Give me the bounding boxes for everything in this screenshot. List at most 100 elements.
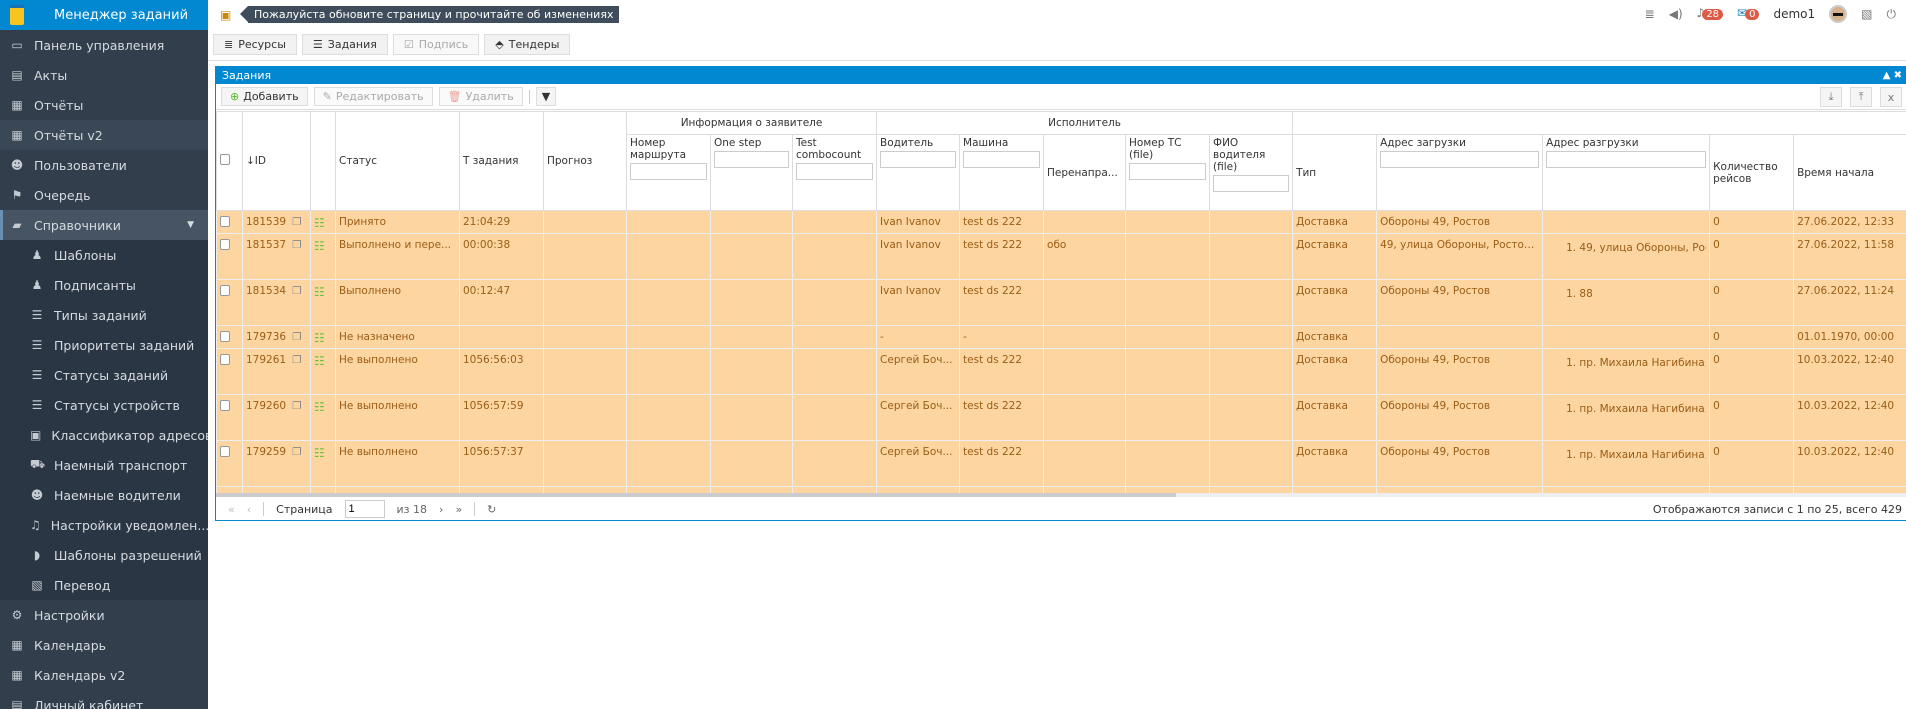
- power-icon[interactable]: ⏻: [1886, 6, 1897, 21]
- horizontal-scrollbar-thumb[interactable]: [216, 493, 1176, 497]
- sidebar-item[interactable]: ☰ Типы заданий: [0, 300, 208, 330]
- sliders-icon[interactable]: ☷: [314, 285, 325, 299]
- sidebar-item[interactable]: ☰ Статусы устройств: [0, 390, 208, 420]
- sidebar-item[interactable]: ▦ Календарь: [0, 630, 208, 660]
- copy-icon[interactable]: ❐: [292, 216, 302, 228]
- table-row[interactable]: 181534 ❐ ☷ Выполнено 00:12:47 Ivan Ivanov test…: [216, 279, 1906, 326]
- update-notice[interactable]: Пожалуйста обновите страницу и прочитайт…: [239, 6, 620, 23]
- load-filter-input[interactable]: [1380, 151, 1540, 168]
- sidebar-item[interactable]: ▭ Панель управления: [0, 30, 208, 60]
- sidebar-item[interactable]: ☰ Приоритеты заданий: [0, 330, 208, 360]
- car-filter-input[interactable]: [963, 151, 1041, 168]
- fio-filter-input[interactable]: [1213, 175, 1290, 192]
- sidebar-item[interactable]: ⚑ Очередь: [0, 180, 208, 210]
- copy-icon[interactable]: ❐: [292, 354, 302, 366]
- onestep-filter-input[interactable]: [714, 151, 789, 168]
- table-row[interactable]: 179261 ❐ ☷ Не выполнено 1056:56:03 Сергей Боч…: [216, 348, 1906, 395]
- sidebar-item[interactable]: ▦ Отчёты: [0, 90, 208, 120]
- col-route[interactable]: Номер маршрута: [626, 134, 711, 211]
- col-onestep[interactable]: One step: [710, 134, 793, 211]
- table-row-partial[interactable]: [216, 486, 1906, 494]
- copy-icon[interactable]: ❐: [292, 400, 302, 412]
- row-checkbox[interactable]: [220, 446, 230, 457]
- row-checkbox[interactable]: [220, 216, 230, 227]
- newspaper-icon[interactable]: ▣: [220, 8, 232, 22]
- sidebar-item[interactable]: ⚙ Настройки: [0, 600, 208, 630]
- first-page-button[interactable]: «: [228, 502, 235, 516]
- username[interactable]: demo1: [1773, 7, 1816, 21]
- sliders-icon[interactable]: ☷: [314, 331, 325, 345]
- notifications-button[interactable]: ♪ 28: [1697, 6, 1724, 22]
- sliders-icon[interactable]: ☷: [314, 216, 325, 230]
- tab-2[interactable]: ☑ Подпись: [392, 34, 480, 55]
- sidebar-item[interactable]: ♟ Подписанты: [0, 270, 208, 300]
- import-button[interactable]: ⤓: [1820, 87, 1842, 107]
- translate-icon[interactable]: ▧: [1861, 7, 1873, 21]
- sidebar-item[interactable]: ▤ Акты: [0, 60, 208, 90]
- row-checkbox[interactable]: [220, 400, 230, 411]
- col-forecast[interactable]: Прогноз: [543, 111, 627, 211]
- table-row[interactable]: 179736 ❐ ☷ Не назначено - - Доставка 0 01.01.197…: [216, 325, 1906, 349]
- next-page-button[interactable]: ›: [439, 502, 444, 516]
- sliders-icon[interactable]: ☷: [314, 354, 325, 368]
- driver-filter-input[interactable]: [880, 151, 957, 168]
- col-type[interactable]: Тип: [1292, 134, 1378, 211]
- sidebar-item[interactable]: ☰ Статусы заданий: [0, 360, 208, 390]
- sidebar-item[interactable]: ☻ Наемные водители: [0, 480, 208, 510]
- row-checkbox[interactable]: [220, 354, 230, 365]
- sidebar-item[interactable]: ▰ Справочники ▼: [0, 210, 208, 240]
- table-row[interactable]: 179259 ❐ ☷ Не выполнено 1056:57:37 Сергей Боч…: [216, 440, 1906, 487]
- avatar[interactable]: [1829, 5, 1848, 23]
- row-checkbox[interactable]: [220, 285, 230, 296]
- sliders-icon[interactable]: ☷: [314, 239, 325, 253]
- col-redirect[interactable]: Перенапра...: [1043, 134, 1127, 211]
- refresh-icon[interactable]: ↻: [487, 502, 497, 516]
- col-status[interactable]: Статус: [335, 111, 460, 211]
- sidebar-item[interactable]: ▧ Перевод: [0, 570, 208, 600]
- tab-0[interactable]: ≣ Ресурсы: [213, 34, 297, 55]
- prev-page-button[interactable]: ‹: [246, 502, 252, 516]
- col-t[interactable]: Т задания: [459, 111, 544, 211]
- col-start[interactable]: Время начала: [1793, 134, 1906, 211]
- edit-button[interactable]: ✎ Редактировать: [313, 87, 433, 106]
- sidebar-item[interactable]: ♫ Настройки уведомлен...: [0, 510, 208, 540]
- tc-filter-input[interactable]: [1129, 163, 1207, 180]
- server-icon[interactable]: ≣: [1644, 7, 1655, 21]
- sidebar-item[interactable]: ☻ Пользователи: [0, 150, 208, 180]
- volume-icon[interactable]: ◀): [1668, 7, 1683, 21]
- col-driver[interactable]: Водитель: [876, 134, 961, 211]
- messages-button[interactable]: ✉ 0: [1737, 6, 1760, 22]
- combo-filter-input[interactable]: [796, 163, 874, 180]
- sidebar-item[interactable]: ▦ Отчёты v2: [0, 120, 208, 150]
- tab-1[interactable]: ☰ Задания: [301, 34, 388, 55]
- app-brand[interactable]: Менеджер заданий: [0, 0, 208, 30]
- row-checkbox[interactable]: [220, 331, 230, 342]
- collapse-icon[interactable]: ▲: [1882, 70, 1891, 81]
- col-combo[interactable]: Test combocount: [791, 134, 878, 211]
- col-car[interactable]: Машина: [959, 134, 1045, 211]
- sidebar-item[interactable]: ◗ Шаблоны разрешений: [0, 540, 208, 570]
- sidebar-item[interactable]: ▣ Классификатор адресов: [0, 420, 208, 450]
- table-row[interactable]: 181537 ❐ ☷ Выполнено и пере... 00:00:38 Ivan …: [216, 233, 1906, 280]
- export-button[interactable]: ⤒: [1850, 87, 1872, 107]
- tab-3[interactable]: ⬘ Тендеры: [484, 34, 571, 55]
- sidebar-item[interactable]: ▦ Календарь v2: [0, 660, 208, 690]
- delete-button[interactable]: 🗑 Удалить: [438, 87, 523, 106]
- col-trips[interactable]: Количество рейсов: [1709, 134, 1795, 211]
- col-fio[interactable]: ФИО водителя (file): [1209, 134, 1294, 211]
- table-row[interactable]: 181539 ❐ ☷ Принято 21:04:29 Ivan Ivanov test d…: [216, 210, 1906, 234]
- excel-export-button[interactable]: x: [1880, 87, 1902, 107]
- sidebar-item[interactable]: ⛟ Наемный транспорт: [0, 450, 208, 480]
- row-checkbox[interactable]: [220, 239, 230, 250]
- close-icon[interactable]: ✖: [1893, 70, 1902, 81]
- copy-icon[interactable]: ❐: [292, 285, 302, 297]
- copy-icon[interactable]: ❐: [292, 239, 302, 251]
- last-page-button[interactable]: »: [455, 502, 463, 516]
- col-tc[interactable]: Номер ТС (file): [1125, 134, 1211, 211]
- col-id[interactable]: ↓ID: [242, 111, 311, 211]
- add-button[interactable]: ⊕ Добавить: [221, 87, 308, 106]
- sidebar-item[interactable]: ▤ Личный кабинет: [0, 690, 208, 709]
- filter-button[interactable]: ▼: [535, 87, 557, 106]
- sliders-icon[interactable]: ☷: [314, 400, 325, 414]
- route-filter-input[interactable]: [630, 163, 707, 180]
